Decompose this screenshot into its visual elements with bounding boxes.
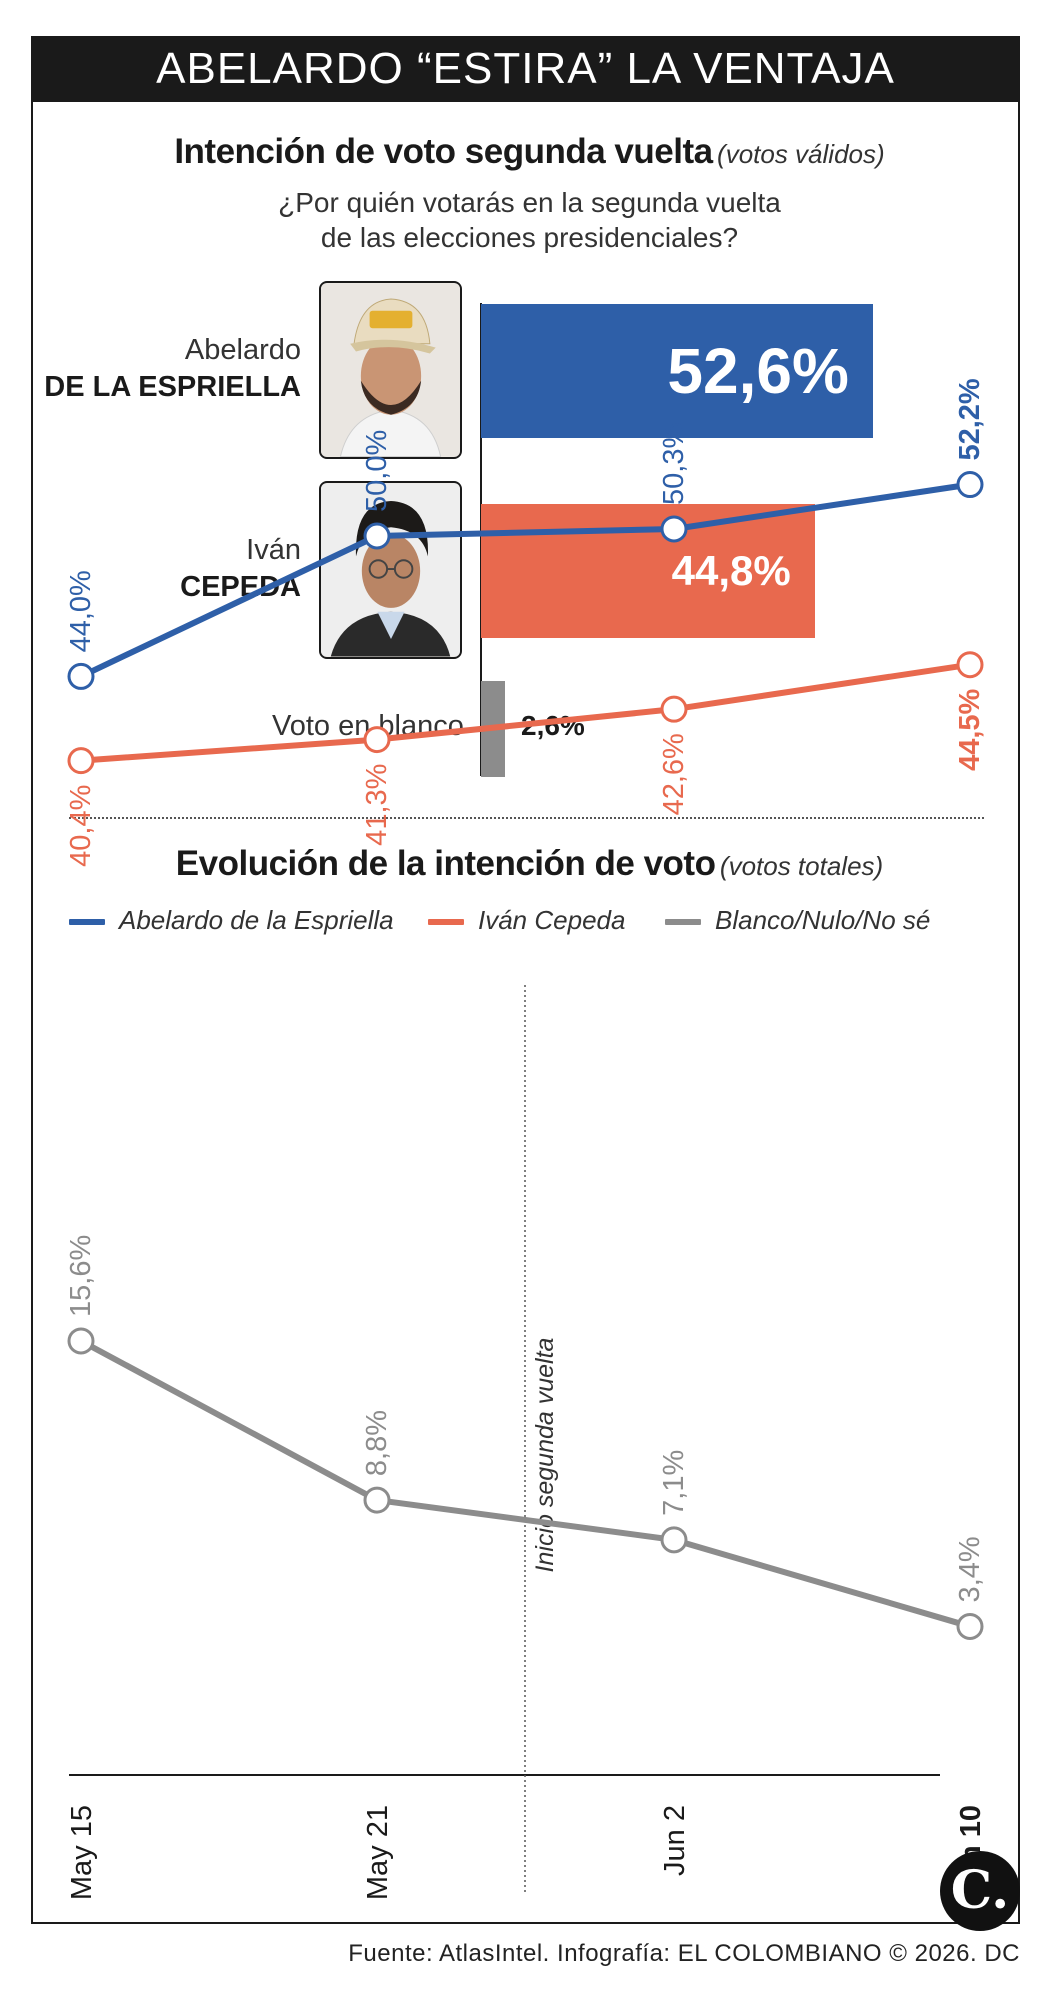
legend-label: Blanco/Nulo/No sé xyxy=(715,905,931,935)
question-line-2: de las elecciones presidenciales? xyxy=(320,222,739,253)
data-point-cepeda xyxy=(956,651,984,679)
x-tick-label: Jun 2 xyxy=(659,1805,691,1876)
legend-swatch xyxy=(69,919,105,926)
candidate-last-name: DE LA ESPRIELLA xyxy=(44,371,301,403)
portrait-cepeda-icon xyxy=(321,483,460,657)
section1-title: Intención de voto segunda vuelta xyxy=(174,132,713,171)
legend-swatch xyxy=(665,919,701,926)
data-label-cepeda: 44,5% xyxy=(954,688,986,770)
series-line-cepeda xyxy=(80,661,971,764)
section-divider xyxy=(69,817,984,819)
legend-item-cepeda: Iván Cepeda xyxy=(428,905,625,941)
data-label-abelardo: 50,3% xyxy=(658,423,690,505)
data-label-cepeda: 41,3% xyxy=(361,764,393,846)
data-point-cepeda xyxy=(363,726,391,754)
legend-label: Abelardo de la Espriella xyxy=(119,905,394,935)
x-tick-label: May 15 xyxy=(66,1805,98,1900)
candidate-first-name: Iván xyxy=(246,534,301,566)
candidate-photo-cepeda xyxy=(319,481,462,659)
candidate-name-abelardo: Abelardo DE LA ESPRIELLA xyxy=(44,332,301,406)
data-point-abelardo xyxy=(363,522,391,550)
series-line-blank xyxy=(79,1338,971,1630)
bar-abelardo xyxy=(481,304,873,438)
data-point-blank xyxy=(363,1486,391,1514)
data-label-blank: 15,6% xyxy=(65,1235,97,1317)
data-label-abelardo: 52,2% xyxy=(954,378,986,460)
data-point-cepeda xyxy=(660,695,688,723)
data-point-abelardo xyxy=(660,515,688,543)
legend-item-blank: Blanco/Nulo/No sé xyxy=(665,905,930,941)
survey-question: ¿Por quién votarás en la segunda vuelta … xyxy=(0,185,1059,255)
section2-subtitle: (votos totales) xyxy=(719,851,884,881)
section1-subtitle: (votos válidos) xyxy=(717,139,885,169)
candidate-first-name: Abelardo xyxy=(184,334,301,366)
data-point-blank xyxy=(956,1612,984,1640)
data-point-cepeda xyxy=(67,747,95,775)
portrait-abelardo-icon xyxy=(321,283,460,457)
section2-heading: Evolución de la intención de voto (votos… xyxy=(0,844,1059,884)
series-line-abelardo xyxy=(79,481,971,680)
section1-heading: Intención de voto segunda vuelta (votos … xyxy=(0,132,1059,172)
candidate-photo-abelardo xyxy=(319,281,462,459)
bar-value-label-abelardo: 52,6% xyxy=(667,335,849,407)
data-label-abelardo: 44,0% xyxy=(65,570,97,652)
data-label-blank: 8,8% xyxy=(361,1410,393,1476)
data-label-blank: 7,1% xyxy=(658,1450,690,1516)
legend-label: Iván Cepeda xyxy=(478,905,626,935)
data-label-cepeda: 42,6% xyxy=(658,733,690,815)
data-point-abelardo xyxy=(956,471,984,499)
data-point-blank xyxy=(660,1526,688,1554)
data-label-cepeda: 40,4% xyxy=(65,785,97,867)
section2-title: Evolución de la intención de voto xyxy=(175,844,716,883)
data-point-blank xyxy=(67,1327,95,1355)
legend-swatch xyxy=(428,919,464,926)
source-footer: Fuente: AtlasIntel. Infografía: EL COLOM… xyxy=(348,1940,1020,1967)
data-point-abelardo xyxy=(67,662,95,690)
el-colombiano-logo: C. xyxy=(940,1851,1020,1931)
bar-cepeda xyxy=(481,504,815,638)
annotation-label: Inicio segunda vuelta xyxy=(531,1337,559,1572)
question-line-1: ¿Por quién votarás en la segunda vuelta xyxy=(278,187,781,218)
bar-value-label-cepeda: 44,8% xyxy=(671,547,791,594)
legend-item-abelardo: Abelardo de la Espriella xyxy=(69,905,394,941)
x-tick-label: May 21 xyxy=(362,1805,394,1900)
data-label-abelardo: 50,0% xyxy=(361,430,393,512)
infographic-title: ABELARDO “ESTIRA” LA VENTAJA xyxy=(31,36,1020,102)
data-label-blank: 3,4% xyxy=(954,1536,986,1602)
